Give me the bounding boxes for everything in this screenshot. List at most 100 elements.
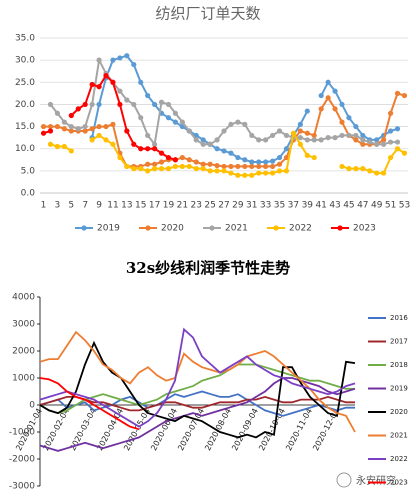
x-tick-label: 37 bbox=[288, 201, 299, 211]
marker bbox=[131, 101, 137, 108]
marker bbox=[304, 152, 310, 158]
marker bbox=[89, 137, 95, 143]
marker bbox=[283, 132, 290, 139]
marker bbox=[131, 166, 137, 172]
watermark: 永安研究 bbox=[356, 474, 396, 487]
marker bbox=[339, 132, 345, 139]
legend-label: 2017 bbox=[390, 338, 408, 346]
marker bbox=[221, 163, 227, 170]
marker bbox=[54, 123, 61, 130]
x-tick-label: 1 bbox=[41, 201, 47, 211]
marker bbox=[387, 139, 394, 145]
marker bbox=[228, 163, 234, 170]
marker bbox=[151, 141, 158, 147]
marker bbox=[401, 150, 408, 156]
marker bbox=[346, 166, 352, 172]
marker bbox=[193, 137, 199, 143]
x-tick-label: 35 bbox=[274, 201, 285, 211]
marker bbox=[117, 101, 123, 108]
marker bbox=[249, 132, 255, 139]
marker bbox=[40, 123, 47, 130]
marker bbox=[186, 163, 192, 170]
marker bbox=[269, 163, 276, 170]
marker bbox=[242, 121, 248, 127]
marker bbox=[256, 163, 262, 170]
marker bbox=[96, 84, 102, 90]
x-tick-label: 45 bbox=[343, 201, 354, 211]
marker bbox=[172, 110, 179, 116]
legend-label: 2021 bbox=[390, 432, 408, 440]
marker bbox=[124, 128, 130, 134]
marker bbox=[145, 161, 151, 167]
marker bbox=[172, 119, 179, 125]
marker bbox=[269, 170, 276, 176]
marker bbox=[47, 141, 54, 147]
marker bbox=[186, 157, 192, 163]
x-tick-label: 7 bbox=[82, 201, 88, 211]
marker bbox=[325, 79, 331, 85]
marker bbox=[256, 159, 262, 165]
marker bbox=[346, 132, 352, 139]
legend-marker bbox=[145, 225, 151, 231]
marker bbox=[151, 166, 158, 172]
marker bbox=[387, 128, 394, 134]
marker bbox=[200, 141, 206, 147]
marker bbox=[138, 79, 144, 85]
marker bbox=[311, 132, 317, 139]
legend-marker bbox=[337, 225, 343, 231]
marker bbox=[276, 154, 283, 161]
watermark-icon bbox=[336, 472, 352, 488]
marker bbox=[96, 132, 102, 139]
y-tick-label: 15.0 bbox=[15, 122, 35, 132]
marker bbox=[179, 119, 185, 125]
marker bbox=[47, 128, 54, 134]
marker bbox=[360, 137, 366, 143]
marker bbox=[276, 168, 283, 174]
marker bbox=[61, 143, 67, 150]
marker bbox=[318, 137, 324, 143]
marker bbox=[117, 55, 123, 61]
marker bbox=[304, 130, 310, 136]
marker bbox=[367, 168, 373, 174]
marker bbox=[353, 166, 359, 172]
marker bbox=[297, 135, 303, 141]
marker bbox=[110, 121, 116, 127]
marker bbox=[179, 154, 185, 161]
legend-label: 2019 bbox=[390, 385, 408, 393]
x-tick-label: 13 bbox=[121, 201, 132, 211]
marker bbox=[394, 146, 401, 152]
marker bbox=[131, 61, 137, 68]
marker bbox=[290, 130, 297, 136]
y-tick-label: 0.0 bbox=[21, 189, 36, 199]
y-tick-label: 20.0 bbox=[15, 100, 35, 110]
legend-label: 2018 bbox=[390, 361, 408, 369]
marker bbox=[256, 170, 262, 176]
marker bbox=[82, 123, 88, 130]
x-tick-label: 17 bbox=[149, 201, 160, 211]
x-tick-label: 49 bbox=[371, 201, 383, 211]
marker bbox=[214, 168, 220, 174]
series-line bbox=[39, 395, 355, 412]
y-tick-label: 30.0 bbox=[15, 56, 35, 66]
marker bbox=[158, 166, 165, 172]
marker bbox=[61, 126, 67, 132]
x-tick-label: 21 bbox=[177, 201, 188, 211]
marker bbox=[96, 57, 102, 63]
marker bbox=[374, 137, 380, 143]
marker bbox=[374, 170, 380, 176]
legend-marker bbox=[273, 225, 279, 231]
marker bbox=[131, 141, 137, 147]
marker bbox=[151, 146, 158, 152]
legend-label: 2022 bbox=[390, 455, 408, 463]
marker bbox=[318, 92, 324, 99]
y-tick-label: 2000 bbox=[12, 347, 35, 357]
marker bbox=[228, 150, 234, 156]
marker bbox=[207, 161, 213, 167]
marker bbox=[138, 115, 144, 121]
marker bbox=[124, 97, 130, 103]
marker bbox=[374, 141, 380, 147]
marker bbox=[242, 163, 248, 170]
marker bbox=[82, 101, 88, 108]
marker bbox=[242, 172, 248, 178]
marker bbox=[158, 99, 165, 105]
